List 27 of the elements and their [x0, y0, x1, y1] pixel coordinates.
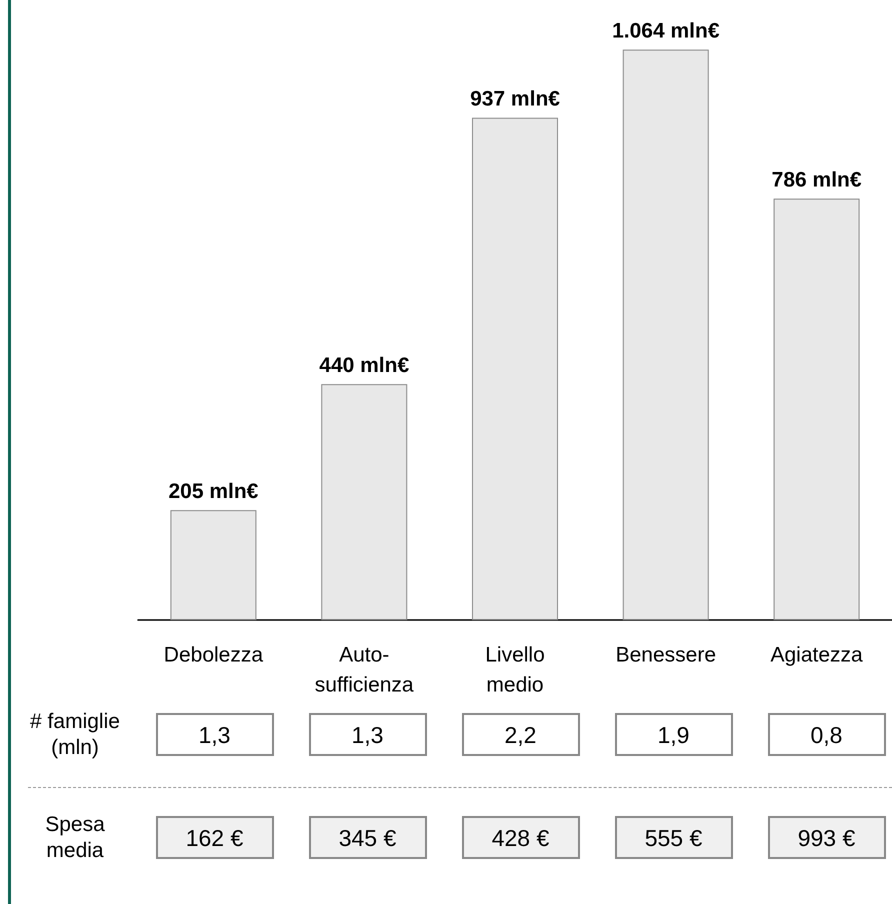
- data-label: 786 mln€: [772, 168, 862, 192]
- text: 1,3: [308, 713, 426, 756]
- text: 162 €: [156, 816, 274, 859]
- bar: [472, 118, 558, 620]
- bar: [321, 384, 408, 620]
- data-label: 1.064 mln€: [612, 20, 720, 43]
- x-tick-label: Benessere: [616, 644, 716, 666]
- x-tick-label: Livello medio: [485, 644, 545, 696]
- text: 2,2: [462, 713, 580, 756]
- x-tick-label: Debolezza: [164, 644, 264, 666]
- text: 345 €: [308, 816, 426, 859]
- text: 0,8: [768, 713, 886, 756]
- bar: [622, 50, 709, 620]
- data-label: 937 mln€: [470, 88, 560, 111]
- data-label: 205 mln€: [168, 480, 259, 504]
- text: # famiglie (mln): [29, 709, 121, 761]
- x-tick-label: Auto- sufficienza: [314, 644, 414, 696]
- text: 1,9: [614, 713, 732, 756]
- text: 1,3: [156, 713, 274, 756]
- x-tick-label: Agiatezza: [770, 644, 864, 666]
- text: 428 €: [462, 816, 580, 859]
- bar: [170, 510, 256, 620]
- data-label: 440 mln€: [319, 354, 410, 378]
- text: 993 €: [768, 816, 886, 859]
- bar: [774, 198, 860, 620]
- text: 555 €: [614, 816, 732, 859]
- text: Spesa media: [44, 812, 106, 864]
